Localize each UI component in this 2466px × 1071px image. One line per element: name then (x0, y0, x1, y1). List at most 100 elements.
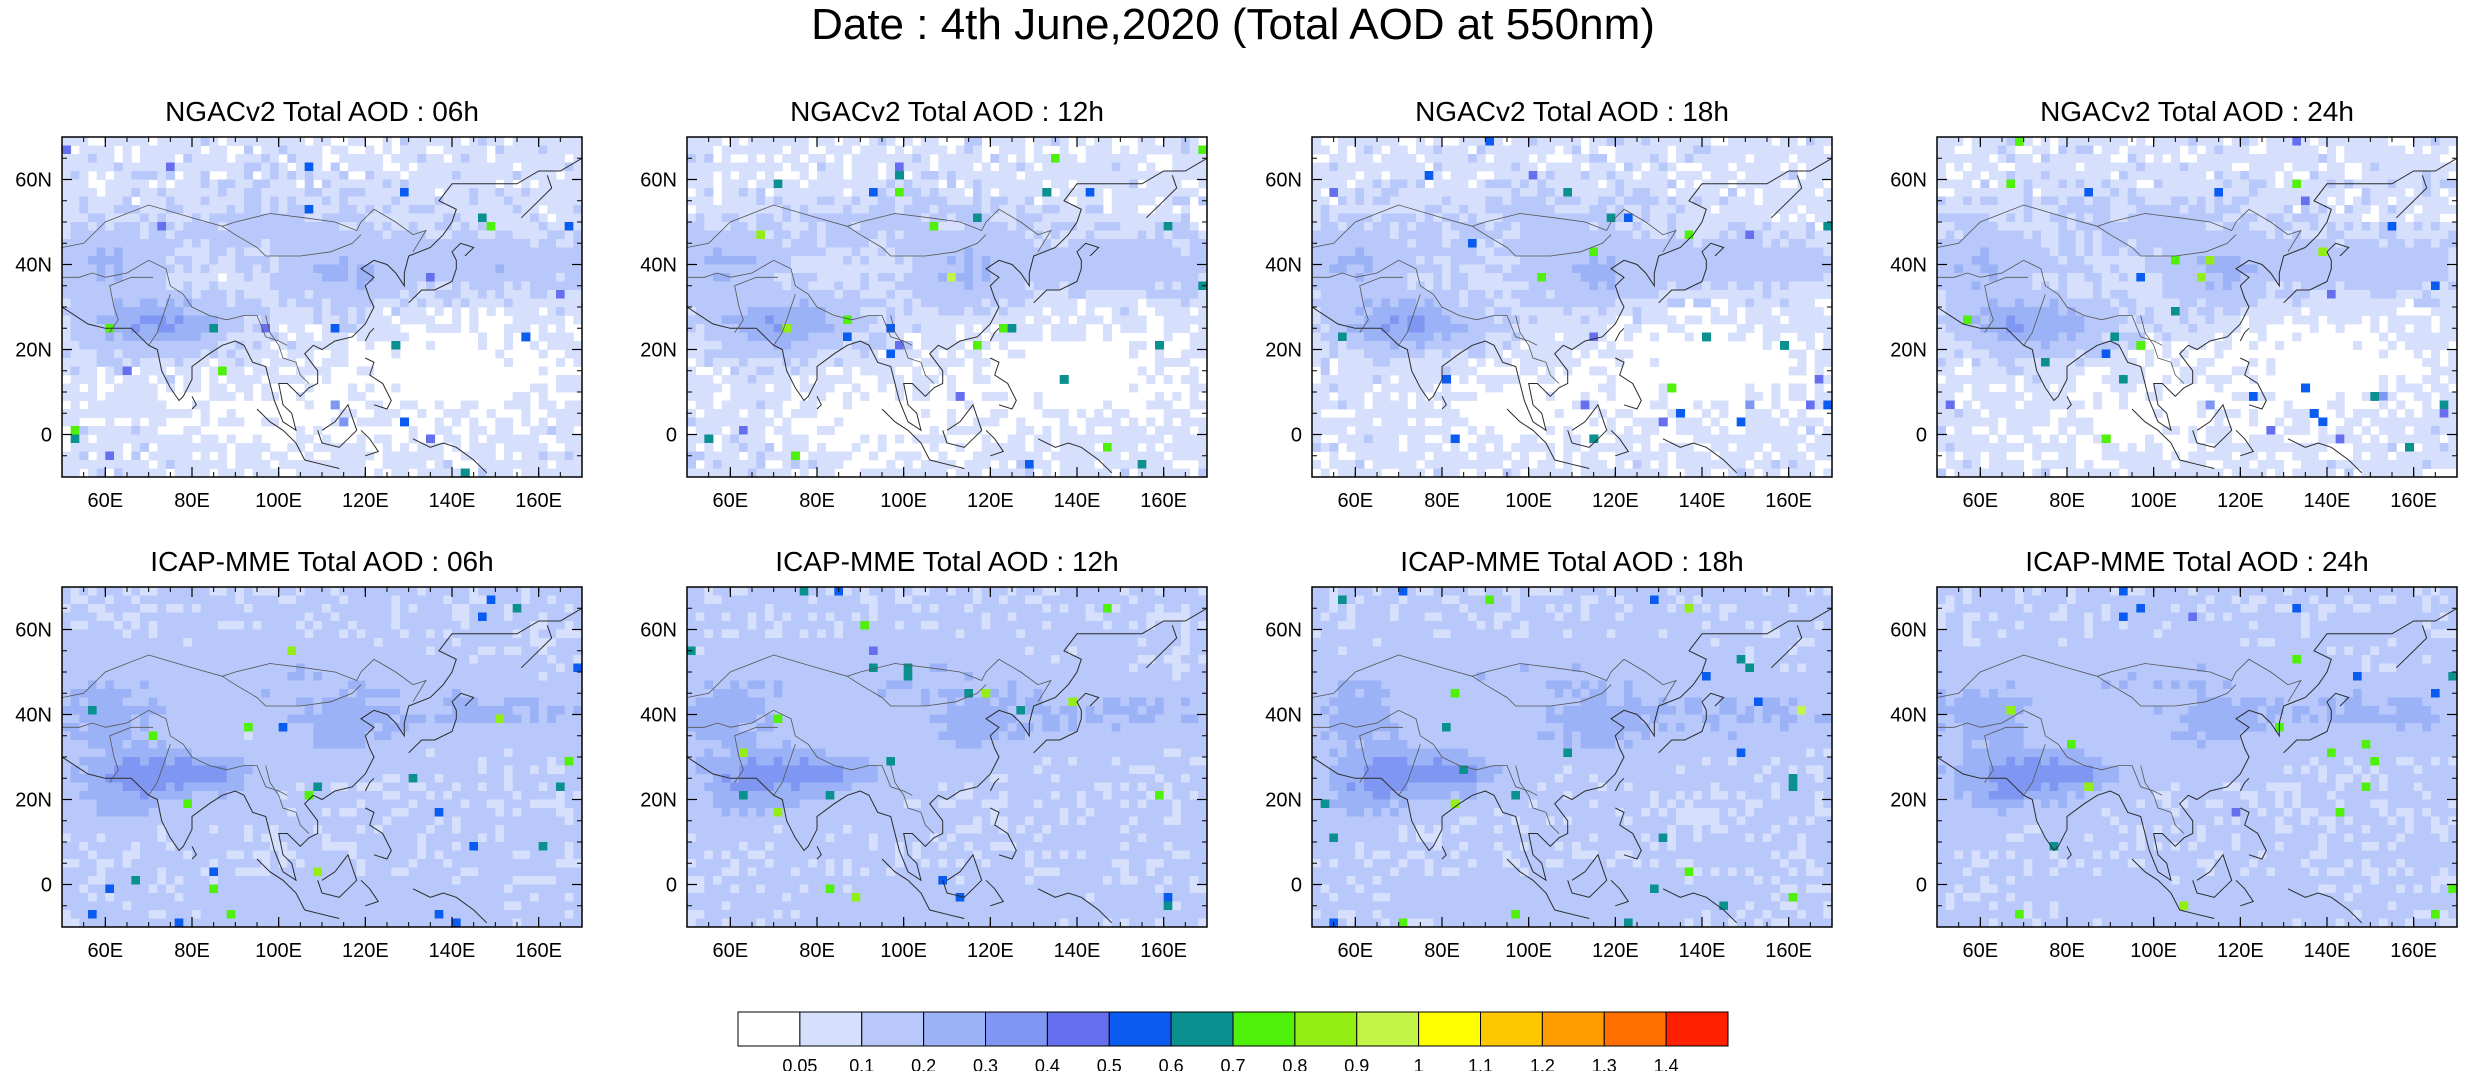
colorbar-label: 0.3 (973, 1056, 998, 1071)
coastline (520, 625, 553, 669)
coastline (1662, 438, 1738, 474)
coastline (1937, 607, 2457, 882)
y-tick-label: 40N (1265, 705, 1302, 727)
coastline (687, 607, 1207, 882)
country-border (1472, 675, 1612, 707)
x-tick-label: 120E (2217, 940, 2264, 962)
colorbar-swatch (1170, 1011, 1234, 1047)
map-panel: NGACv2 Total AOD : 06h 60E 80E 100E 120E 140E… (15, 96, 583, 512)
colorbar-label: 0.6 (1159, 1056, 1184, 1071)
country-border (1312, 654, 1677, 703)
country-border (890, 315, 935, 384)
country-border (1937, 272, 1981, 278)
country-border (847, 675, 987, 707)
coastline (1441, 396, 1447, 410)
x-tick-label: 100E (880, 490, 927, 512)
colorbar-label: 1.3 (1592, 1056, 1617, 1071)
coastline (1554, 459, 1590, 469)
coastline (881, 858, 931, 911)
coastline (1033, 692, 1100, 754)
y-tick-label: 40N (640, 255, 677, 277)
panel-title: NGACv2 Total AOD : 12h (790, 96, 1104, 127)
country-border (2097, 225, 2237, 257)
aod-field (1312, 587, 1832, 927)
country-border (105, 259, 288, 346)
coastline (256, 408, 306, 461)
colorbar-label: 0.9 (1344, 1056, 1369, 1071)
panel-title: ICAP-MME Total AOD : 06h (150, 546, 493, 577)
x-tick-label: 80E (1424, 940, 1460, 962)
coastline (2239, 777, 2250, 792)
coastline (1506, 858, 1556, 911)
country-border (2140, 315, 2185, 384)
coastline (364, 327, 375, 342)
coastline (985, 879, 1005, 907)
country-border (1359, 726, 1403, 783)
y-tick-label: 0 (666, 425, 677, 447)
colorbar: 0.05 0.1 0.2 0.3 0.4 0.5 0.6 0.7 0.8 0.9 1 1.1 1.2 1.… (737, 1011, 1729, 1071)
coastline (304, 909, 340, 919)
figure-title: Date : 4th June,2020 (Total AOD at 550nm… (811, 0, 1655, 49)
coastline (191, 846, 197, 860)
colorbar-swatch (1603, 1011, 1667, 1047)
coastline (1770, 625, 1803, 669)
colorbar-label: 1 (1414, 1056, 1424, 1071)
y-tick-label: 60N (640, 170, 677, 192)
coastline (929, 459, 965, 469)
y-tick-label: 0 (41, 425, 52, 447)
country-border (2097, 675, 2237, 707)
country-border (1355, 709, 1538, 796)
coastline (1145, 175, 1178, 219)
coastline (62, 157, 582, 432)
map-panel: ICAP-MME Total AOD : 12h 60E 80E 100E 120E 14… (640, 546, 1208, 962)
x-tick-label: 120E (1592, 940, 1639, 962)
x-tick-label: 120E (342, 490, 389, 512)
coastline (412, 438, 488, 474)
country-border (265, 765, 310, 834)
x-tick-label: 120E (1592, 490, 1639, 512)
country-border (2023, 744, 2046, 796)
country-border (1355, 259, 1538, 346)
aod-field (687, 137, 1207, 477)
x-tick-label: 160E (515, 940, 562, 962)
coastline (1567, 403, 1608, 448)
coastline (2066, 396, 2072, 410)
coastline (256, 858, 306, 911)
coastline (62, 607, 582, 882)
coastline (1554, 909, 1590, 919)
coastline (317, 403, 358, 448)
country-border (109, 276, 153, 333)
country-border (687, 272, 731, 278)
y-tick-label: 60N (15, 170, 52, 192)
panel-title: ICAP-MME Total AOD : 18h (1400, 546, 1743, 577)
x-tick-label: 80E (2049, 940, 2085, 962)
colorbar-swatch (985, 1011, 1048, 1047)
x-tick-label: 160E (2390, 490, 2437, 512)
x-tick-label: 120E (967, 940, 1014, 962)
x-tick-label: 60E (88, 940, 124, 962)
panel-title: ICAP-MME Total AOD : 24h (2025, 546, 2368, 577)
coastline (1441, 846, 1447, 860)
x-tick-label: 80E (2049, 490, 2085, 512)
coastline (989, 777, 1000, 792)
country-border (1398, 294, 1421, 346)
y-tick-label: 20N (1890, 790, 1927, 812)
x-tick-label: 120E (2217, 490, 2264, 512)
country-border (1984, 276, 2028, 333)
colorbar-swatch (1418, 1011, 1482, 1047)
country-border (62, 722, 106, 728)
country-border (1515, 765, 1560, 834)
coastline (2395, 175, 2428, 219)
colorbar-label: 1.2 (1530, 1056, 1555, 1071)
coastline (408, 692, 475, 754)
map-panel: NGACv2 Total AOD : 12h 60E 80E 100E 120E 140E… (640, 96, 1208, 512)
coastline (364, 777, 375, 792)
coastline (2239, 327, 2250, 342)
y-tick-label: 0 (1916, 875, 1927, 897)
panel-title: NGACv2 Total AOD : 06h (165, 96, 479, 127)
y-tick-label: 60N (1265, 620, 1302, 642)
coastline (942, 853, 983, 898)
coastline (1506, 408, 1556, 461)
x-tick-label: 80E (799, 490, 835, 512)
country-border (109, 726, 153, 783)
